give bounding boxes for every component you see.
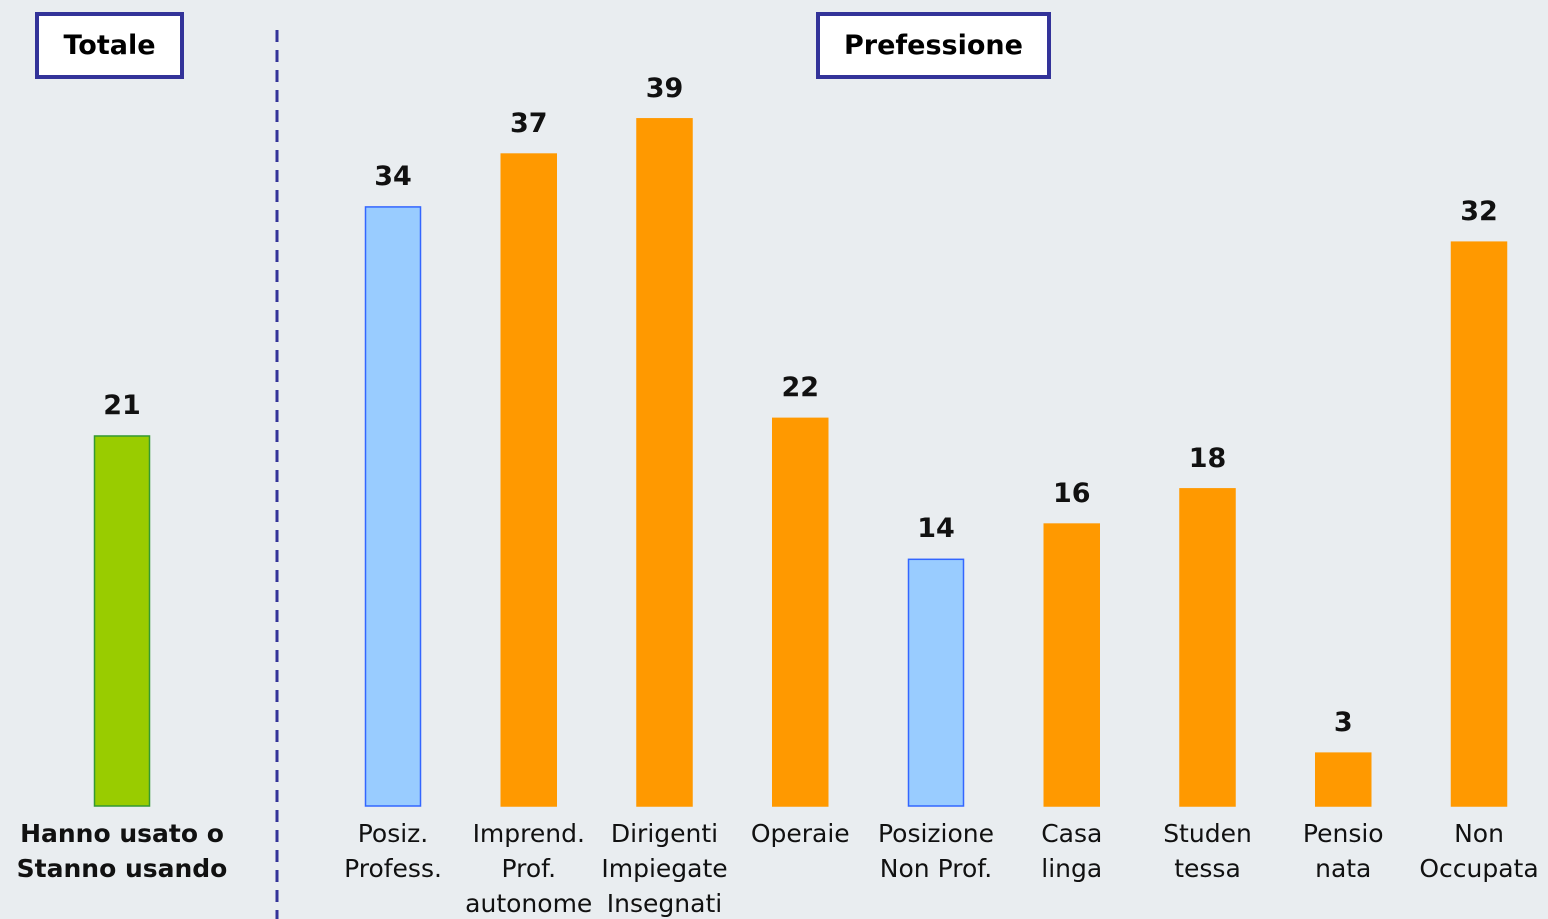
x-tick-label: Operaie: [750, 819, 850, 848]
value-label: 14: [917, 513, 955, 545]
x-tick-label: Posizione Non Prof.: [877, 819, 995, 883]
value-label: 18: [1188, 442, 1227, 474]
bar: [636, 118, 693, 807]
value-label: 39: [645, 72, 684, 104]
bar: [364, 206, 422, 807]
value-label: 37: [509, 108, 548, 140]
bar: [1450, 241, 1508, 807]
value-label: 16: [1052, 478, 1091, 510]
bar: [93, 435, 151, 807]
x-tick-label: Casa linga: [1041, 819, 1103, 883]
bar: [772, 417, 829, 807]
bar: [907, 558, 965, 807]
panel-title: Totale: [35, 12, 184, 79]
value-label: 3: [1333, 707, 1353, 739]
bar: [500, 153, 557, 807]
x-tick-label: Pensio nata: [1302, 819, 1384, 883]
x-tick-label: Imprend. Prof. autonome: [465, 819, 593, 918]
value-label: 22: [781, 372, 820, 404]
bar: [1179, 488, 1236, 807]
x-tick-label: Hanno usato o Stanno usando: [16, 819, 228, 883]
x-tick-label: Dirigenti Impiegate Insegnati: [601, 819, 728, 918]
x-tick-label: Studen tessa: [1163, 819, 1252, 883]
bar: [1043, 523, 1100, 807]
value-label: 34: [374, 160, 412, 192]
value-label: 32: [1460, 196, 1498, 228]
bar: [1315, 752, 1372, 807]
panel-title: Prefessione: [816, 12, 1051, 79]
value-label: 21: [103, 389, 141, 421]
x-tick-label: Posiz. Profess.: [344, 819, 442, 883]
x-tick-label: Non Occupata: [1419, 819, 1539, 883]
